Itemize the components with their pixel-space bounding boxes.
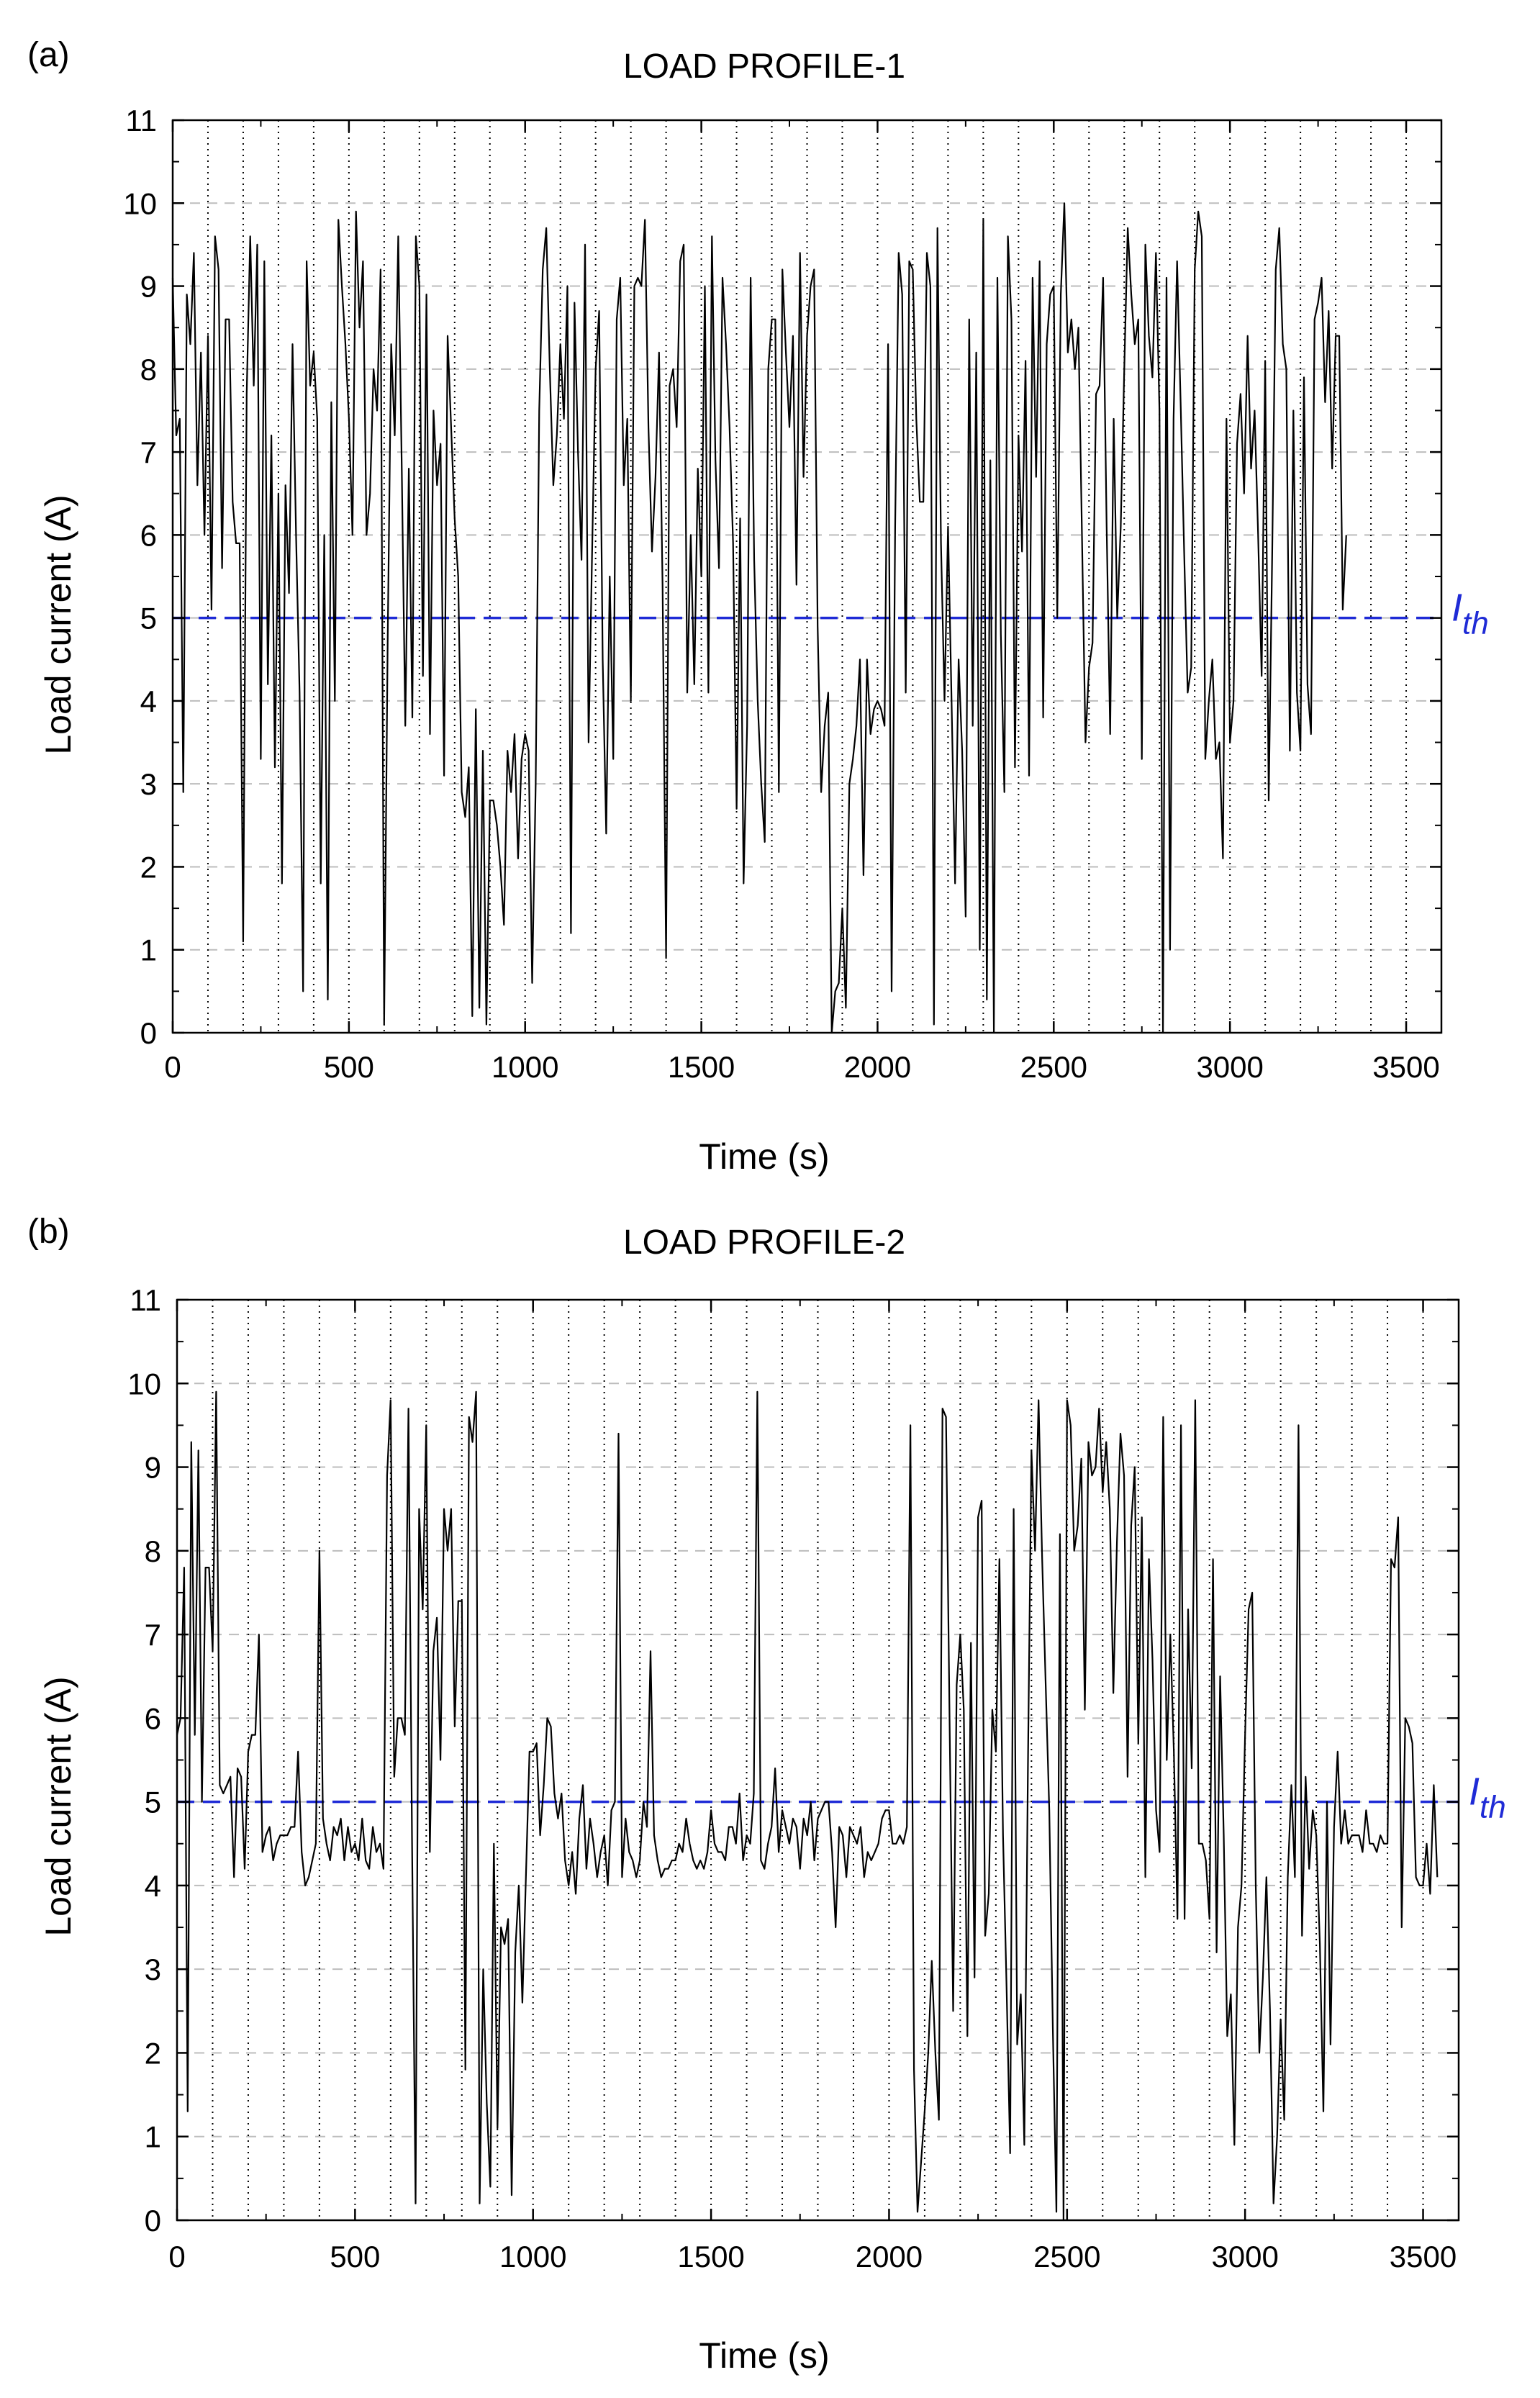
y-tick-label: 3 [140,767,157,801]
y-tick-label: 0 [145,2204,161,2238]
y-tick-label: 4 [145,1869,161,1903]
y-tick-label: 10 [127,1367,161,1401]
y-tick-label: 7 [145,1618,161,1652]
threshold-label: Ith [1451,587,1489,641]
y-tick-label: 6 [145,1701,161,1735]
threshold-label-sub: th [1480,1790,1506,1825]
x-tick-label: 3000 [1211,2240,1278,2273]
y-tick-label: 10 [123,186,157,220]
chart-title: LOAD PROFILE-2 [623,1223,905,1262]
y-tick-label: 6 [140,518,157,552]
x-tick-label: 3500 [1390,2240,1457,2273]
x-axis-title: Time (s) [699,2335,829,2376]
panel-label: (b) [27,1213,70,1251]
x-tick-label: 2500 [1033,2240,1100,2273]
grid [173,120,1441,1033]
y-tick-label: 9 [145,1451,161,1485]
x-tick-label: 3000 [1196,1050,1263,1084]
threshold-label: Ith [1469,1770,1506,1825]
x-tick-label: 0 [164,1050,181,1084]
y-tick-label: 3 [145,1953,161,1986]
x-tick-label: 3500 [1372,1050,1439,1084]
plot-frame [176,1298,1460,2222]
y-tick-label: 2 [140,850,157,884]
series [171,202,1347,1034]
y-tick-label: 11 [130,1283,161,1317]
x-tick-label: 1000 [499,2240,566,2273]
y-tick-label: 2 [145,2036,161,2070]
x-tick-label: 1500 [677,2240,744,2273]
load-current-series [176,1390,1439,2222]
y-tick-label: 1 [140,933,157,967]
y-axis-title: Load current (A) [38,494,78,754]
x-tick-label: 0 [168,2240,185,2273]
x-tick-label: 500 [324,1050,374,1084]
threshold: Ith [173,587,1489,641]
load-current-series [171,202,1347,1034]
x-axis-title: Time (s) [699,1136,829,1177]
x-tick-label: 2500 [1020,1050,1087,1084]
x-tick-label: 500 [330,2240,380,2273]
threshold: Ith [177,1770,1506,1825]
threshold-label-main: I [1469,1770,1480,1814]
chart-panel-b: (b) LOAD PROFILE-2 Load current (A) Time… [27,1213,1506,2376]
y-tick-label: 8 [145,1534,161,1568]
x-tick-label: 2000 [844,1050,911,1084]
panel-label: (a) [27,36,70,74]
x-tick-label: 1500 [668,1050,735,1084]
y-tick-label: 1 [145,2120,161,2154]
y-tick-label: 9 [140,270,157,304]
y-tick-label: 5 [140,602,157,635]
threshold-label-main: I [1451,587,1462,630]
y-tick-label: 4 [140,684,157,718]
chart-panel-a: (a) LOAD PROFILE-1 Load current (A) Time… [27,36,1489,1177]
axes: 0 1 2 3 4 5 6 7 8 9 10 11 0 500 1000 1500 2000 2500 3000 35… [127,1283,1460,2273]
threshold-label-sub: th [1462,606,1489,641]
chart-title: LOAD PROFILE-1 [623,47,905,86]
y-tick-label: 7 [140,435,157,469]
y-tick-label: 8 [140,353,157,386]
x-tick-label: 2000 [856,2240,923,2273]
axes: 0 1 2 3 4 5 6 7 8 9 10 11 0 500 1000 1500 2000 2500 3000 35… [123,104,1443,1084]
y-tick-label: 11 [125,104,157,137]
series [176,1390,1439,2222]
y-axis-title: Load current (A) [38,1676,78,1936]
y-tick-label: 0 [140,1016,157,1050]
y-tick-label: 5 [145,1786,161,1819]
grid [177,1300,1459,2220]
x-tick-label: 1000 [492,1050,558,1084]
